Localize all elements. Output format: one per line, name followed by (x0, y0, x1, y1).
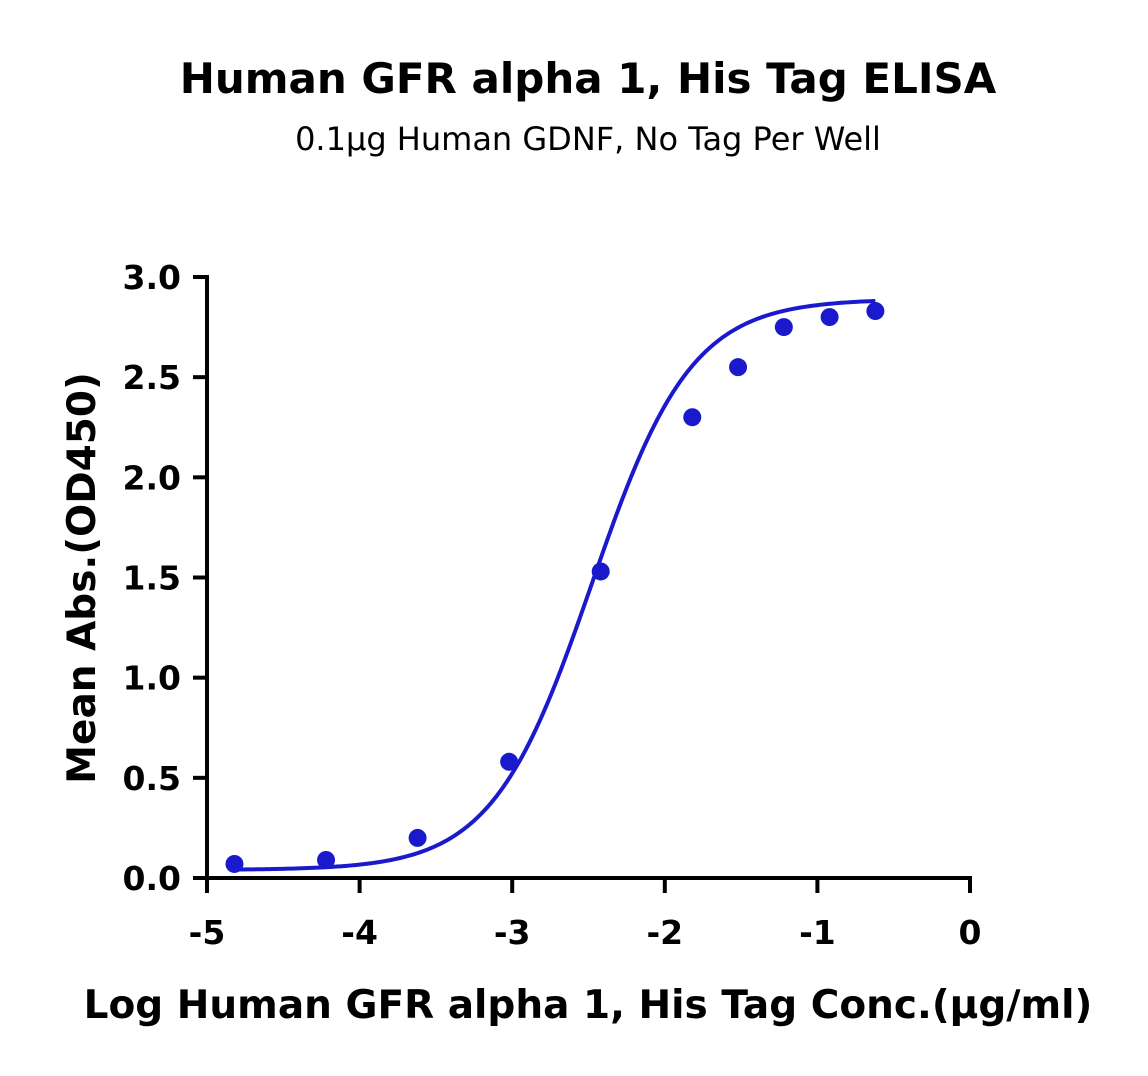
y-tick-label: 2.5 (123, 358, 181, 397)
fit-curve (234, 298, 876, 872)
data-point (408, 828, 427, 847)
x-tick-label: -3 (494, 913, 531, 952)
y-axis: 0.0 0.5 1.0 1.5 2.0 2.5 3.0 (123, 258, 209, 898)
data-point (866, 302, 885, 321)
data-point (774, 318, 793, 337)
plot-area (225, 298, 885, 873)
data-point (500, 752, 519, 771)
y-tick-label: 1.0 (123, 659, 181, 698)
x-tick-label: -4 (341, 913, 378, 952)
x-axis: -5 -4 -3 -2 -1 0 (189, 876, 982, 952)
data-point (591, 562, 610, 581)
y-axis-label: Mean Abs.(OD450) (60, 372, 105, 784)
y-tick-label: 0.0 (123, 859, 181, 898)
y-tick-label: 2.0 (123, 458, 181, 497)
x-tick-label: -1 (799, 913, 836, 952)
y-tick-label: 0.5 (123, 759, 181, 798)
y-tick-label: 3.0 (123, 258, 181, 297)
chart-subtitle: 0.1µg Human GDNF, No Tag Per Well (295, 120, 881, 158)
data-point (820, 308, 839, 327)
x-tick-label: -2 (646, 913, 683, 952)
y-tick-label: 1.5 (123, 559, 181, 598)
x-tick-label: -5 (189, 913, 226, 952)
x-axis-label: Log Human GFR alpha 1, His Tag Conc.(µg/… (84, 983, 1093, 1028)
chart-title: Human GFR alpha 1, His Tag ELISA (180, 54, 997, 103)
data-point (317, 850, 336, 869)
data-point (225, 854, 244, 873)
data-point (729, 358, 748, 377)
data-point (683, 408, 702, 427)
x-tick-label: 0 (959, 913, 982, 952)
